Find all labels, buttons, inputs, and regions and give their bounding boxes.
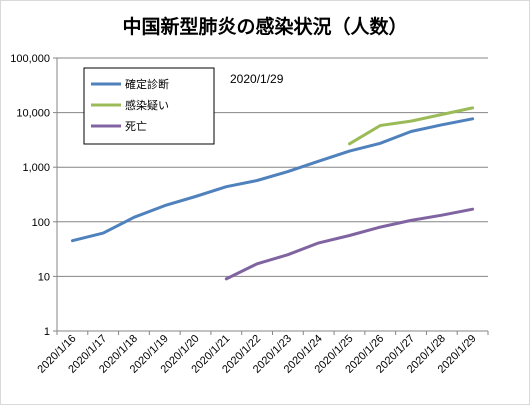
legend-label: 死亡 xyxy=(125,119,147,133)
series-line-3 xyxy=(224,207,475,281)
series-lines xyxy=(70,106,475,281)
y-tick-label: 10 xyxy=(38,271,50,283)
y-tick-label: 100 xyxy=(32,217,50,229)
legend-label: 感染疑い xyxy=(125,98,169,112)
y-tick-label: 100,000 xyxy=(10,53,50,65)
y-tick-label: 1 xyxy=(44,326,50,338)
date-annotation: 2020/1/29 xyxy=(230,72,284,86)
series-line-2 xyxy=(348,106,475,146)
y-tick-labels: 1 10 100 1,000 10,000 100,000 xyxy=(10,53,50,338)
axes xyxy=(53,57,489,335)
gridlines xyxy=(57,57,488,277)
y-tick-label: 10,000 xyxy=(16,108,50,120)
y-tick-label: 1,000 xyxy=(22,162,50,174)
chart-title: 中国新型肺炎の感染状況（人数） xyxy=(122,15,407,38)
x-tick-labels: 2020/1/162020/1/172020/1/182020/1/192020… xyxy=(35,333,478,376)
series-line-1 xyxy=(70,117,475,243)
legend-label: 確定診断 xyxy=(125,77,169,91)
